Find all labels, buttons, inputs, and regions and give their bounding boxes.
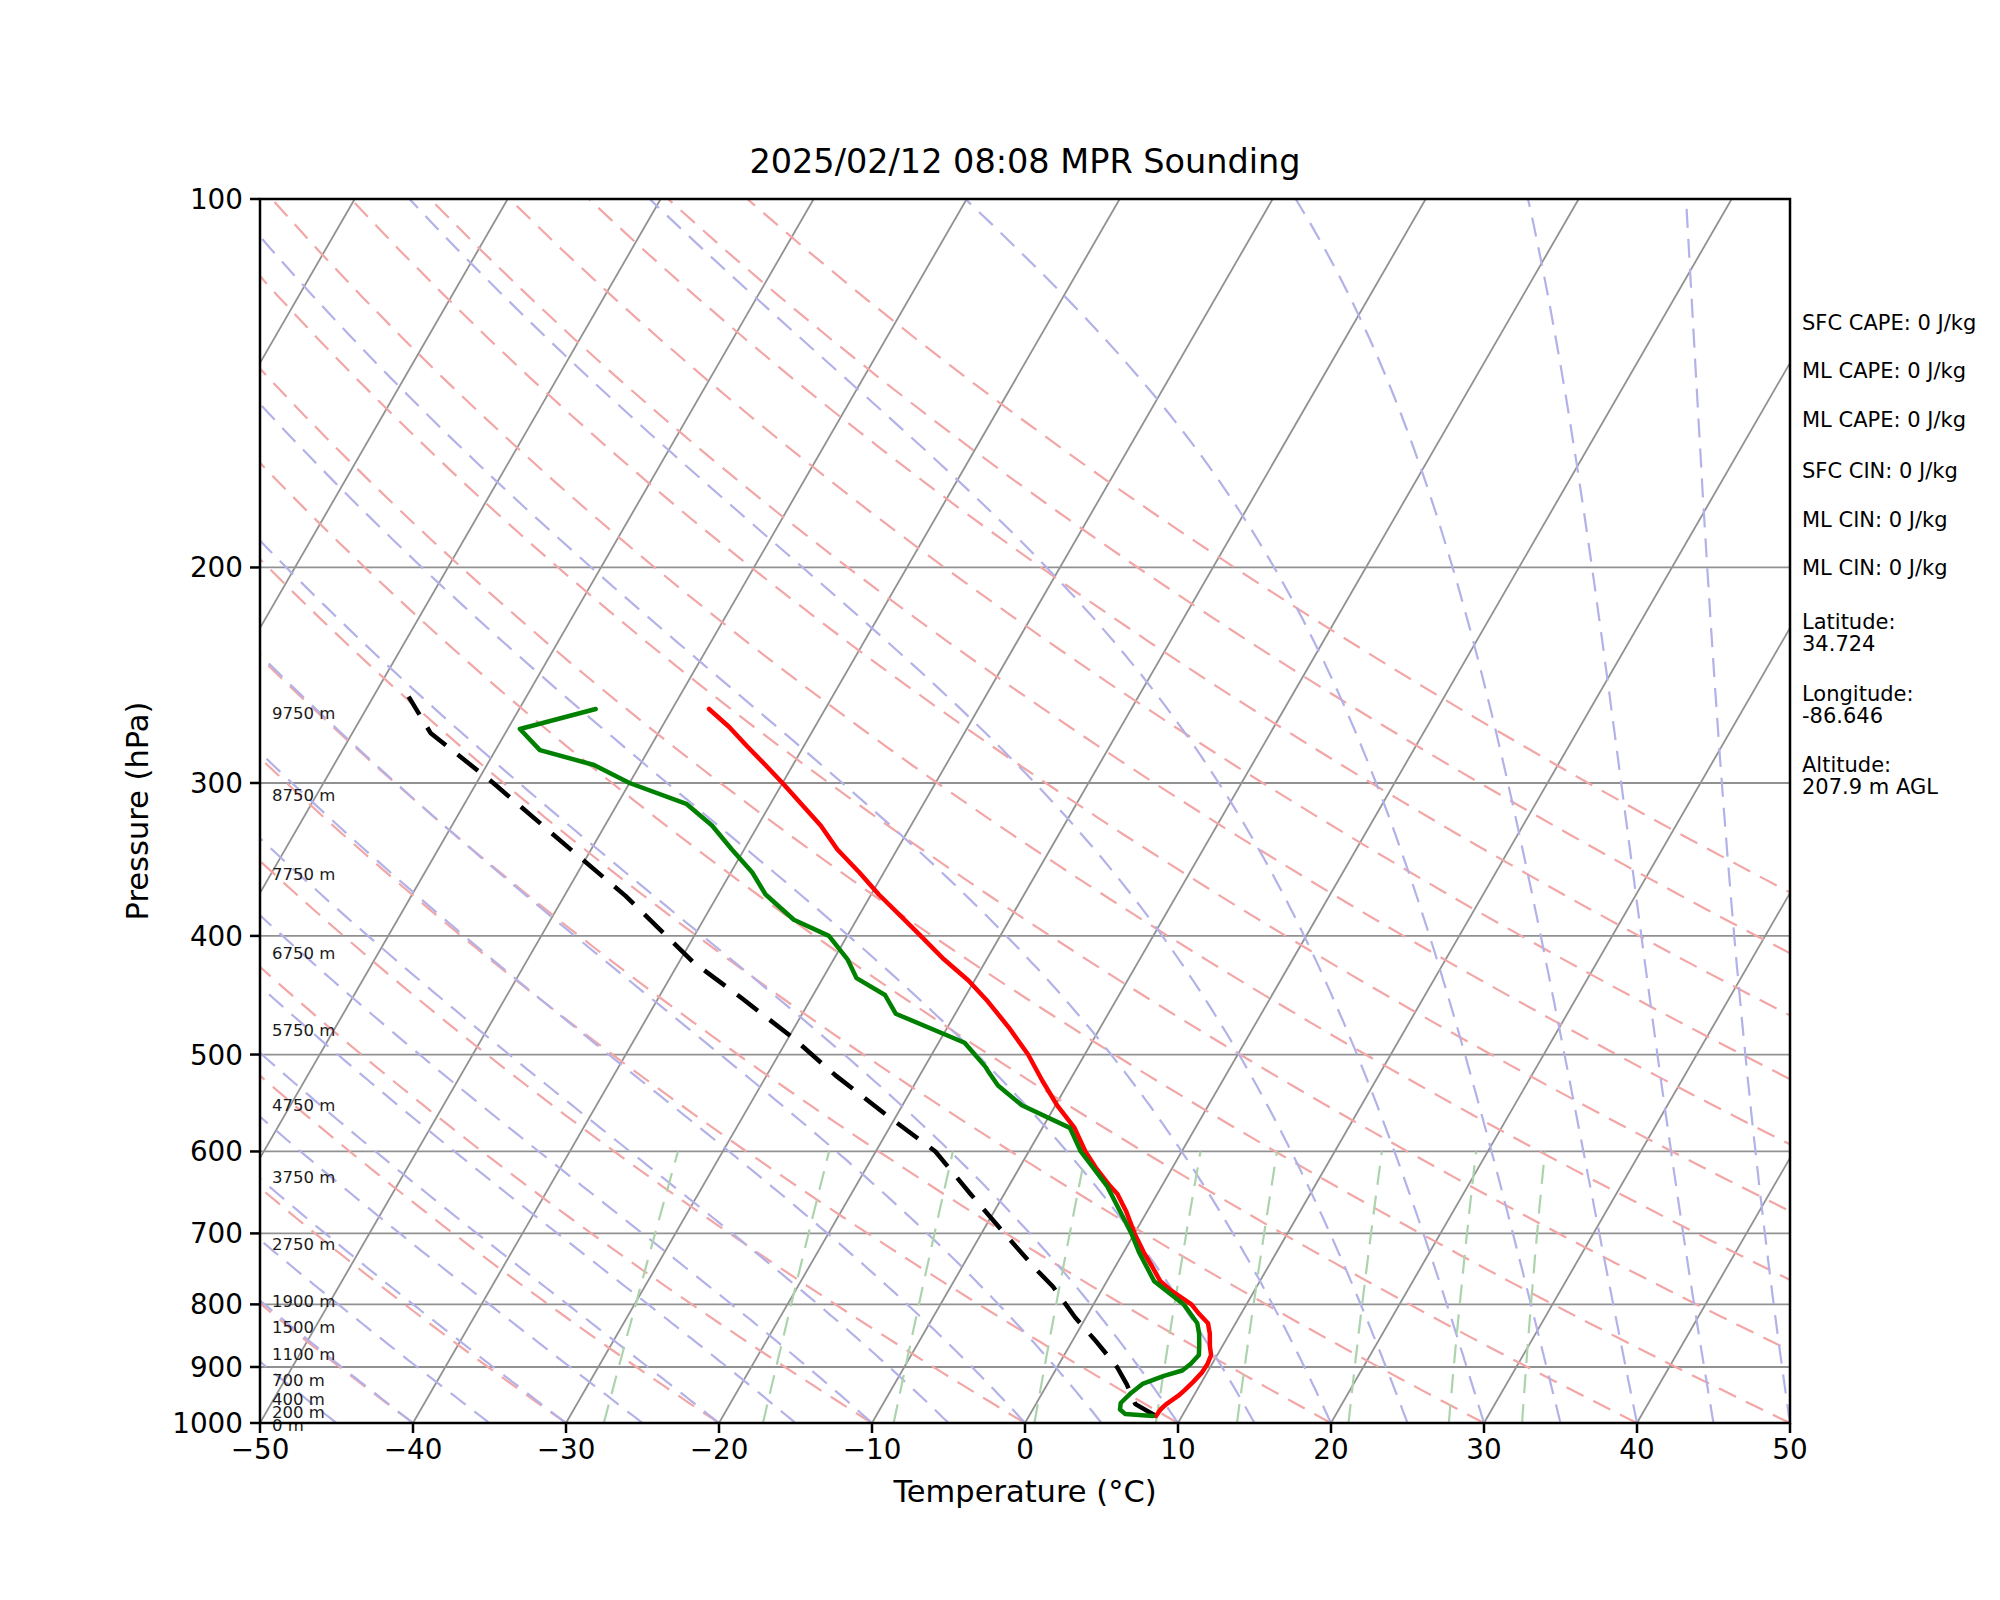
isotherm-line [719,199,1426,1423]
height-label: 400 m [272,1390,325,1409]
mixing-ratio-line [894,1152,953,1424]
x-tick-label: −40 [384,1433,443,1466]
mixing-ratio-line [1349,1152,1382,1424]
height-label: 4750 m [272,1096,335,1115]
x-tick-label: −10 [843,1433,902,1466]
y-axis-label: Pressure (hPa) [123,702,154,921]
height-label: 1900 m [272,1292,335,1311]
height-label: 2750 m [272,1235,335,1254]
isotherm-line [0,199,49,1423]
y-tick-label: 100 [190,183,243,216]
x-tick-label: −20 [690,1433,749,1466]
height-label: 8750 m [272,786,335,805]
height-label: 6750 m [272,944,335,963]
moist-adiabat-line [0,199,490,1423]
isotherm-line [260,199,967,1423]
x-tick-label: 30 [1466,1433,1501,1466]
isotherm-line [1178,199,1885,1423]
skewt-plot: 0 m200 m400 m700 m1100 m1500 m1900 m2750… [0,0,2000,1600]
mixing-ratio-line [1237,1152,1277,1424]
height-label: 9750 m [272,704,335,723]
moist-adiabat-line [228,199,1331,1423]
y-tick-label: 600 [190,1135,243,1168]
isotherm-line [0,199,202,1423]
x-tick-label: 40 [1619,1433,1654,1466]
isotherm-line [1943,199,2000,1423]
moist-adiabat-line [1686,199,1790,1423]
isotherm-line [0,199,508,1423]
x-axis-label: Temperature (°C) [893,1477,1156,1508]
height-label: 7750 m [272,865,335,884]
isotherm-line [1790,199,2000,1423]
y-tick-label: 400 [190,920,243,953]
mixing-ratio-line [763,1152,829,1424]
y-tick-label: 500 [190,1039,243,1072]
moist-adiabat-line [0,199,1178,1423]
x-tick-label: −30 [537,1433,596,1466]
height-label: 1100 m [272,1345,335,1364]
y-tick-label: 200 [190,551,243,584]
chart-title: 2025/02/12 08:08 MPR Sounding [749,145,1300,179]
moist-adiabat-line [410,199,1408,1423]
height-label: 5750 m [272,1021,335,1040]
isotherm-line [566,199,1273,1423]
y-tick-label: 300 [190,767,243,800]
x-tick-label: 50 [1772,1433,1807,1466]
moist-adiabat-line [650,199,1484,1423]
isotherm-line [1637,199,2000,1423]
height-label: 1500 m [272,1318,335,1337]
parcel-profile-line [409,697,1156,1416]
x-tick-label: 10 [1160,1433,1195,1466]
dry-adiabat-line [351,199,2000,1423]
height-label: 700 m [272,1371,325,1390]
y-tick-label: 900 [190,1351,243,1384]
plot-frame [260,199,1790,1423]
dry-adiabat-line [510,199,2000,1423]
mixing-ratio-line [1522,1152,1545,1424]
moist-adiabat-line [0,199,184,1423]
dry-adiabat-line [0,199,1178,1423]
y-tick-label: 1000 [172,1407,243,1440]
moist-adiabat-line [1806,199,1867,1423]
moist-adiabat-line [1898,199,1943,1423]
dry-adiabat-line [113,199,1790,1423]
dry-adiabat-line [589,199,2000,1423]
skewt-figure: 0 m200 m400 m700 m1100 m1500 m1900 m2750… [0,0,2000,1600]
x-tick-label: 0 [1016,1433,1034,1466]
x-tick-label: 20 [1313,1433,1348,1466]
y-tick-label: 700 [190,1217,243,1250]
y-tick-label: 800 [190,1288,243,1321]
moist-adiabat-line [1528,199,1714,1423]
height-label: 3750 m [272,1168,335,1187]
